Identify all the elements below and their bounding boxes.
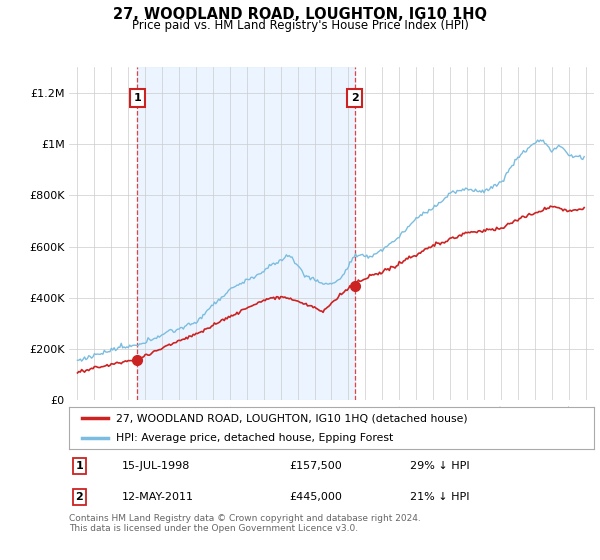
Text: 29% ↓ HPI: 29% ↓ HPI xyxy=(410,461,470,471)
Text: HPI: Average price, detached house, Epping Forest: HPI: Average price, detached house, Eppi… xyxy=(116,433,394,443)
Text: 1: 1 xyxy=(76,461,83,471)
Text: £445,000: £445,000 xyxy=(290,492,343,502)
Text: 27, WOODLAND ROAD, LOUGHTON, IG10 1HQ: 27, WOODLAND ROAD, LOUGHTON, IG10 1HQ xyxy=(113,7,487,22)
Text: 1: 1 xyxy=(134,93,141,103)
Text: This data is licensed under the Open Government Licence v3.0.: This data is licensed under the Open Gov… xyxy=(69,524,358,533)
Text: £157,500: £157,500 xyxy=(290,461,342,471)
Text: 15-JUL-1998: 15-JUL-1998 xyxy=(121,461,190,471)
Text: 2: 2 xyxy=(76,492,83,502)
Text: 21% ↓ HPI: 21% ↓ HPI xyxy=(410,492,470,502)
Text: Price paid vs. HM Land Registry's House Price Index (HPI): Price paid vs. HM Land Registry's House … xyxy=(131,19,469,32)
Bar xyxy=(137,67,355,400)
Text: 27, WOODLAND ROAD, LOUGHTON, IG10 1HQ (detached house): 27, WOODLAND ROAD, LOUGHTON, IG10 1HQ (d… xyxy=(116,413,468,423)
Text: 12-MAY-2011: 12-MAY-2011 xyxy=(121,492,193,502)
Text: 2: 2 xyxy=(350,93,358,103)
Text: Contains HM Land Registry data © Crown copyright and database right 2024.: Contains HM Land Registry data © Crown c… xyxy=(69,514,421,523)
